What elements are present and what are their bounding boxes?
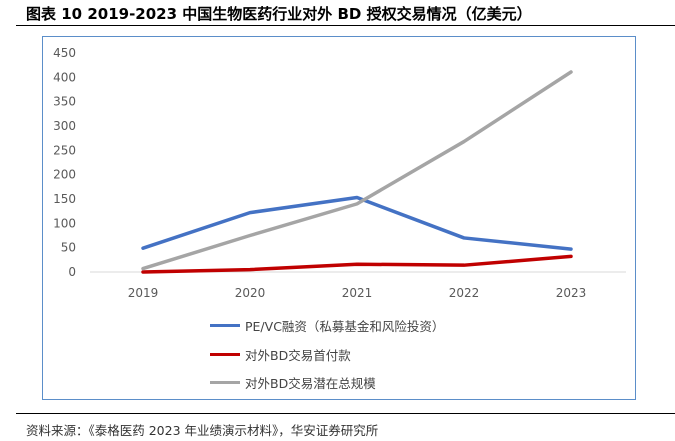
legend-label: PE/VC融资（私募基金和风险投资） xyxy=(245,319,445,334)
x-tick-label: 2020 xyxy=(235,286,266,300)
x-tick-label: 2023 xyxy=(556,286,587,300)
legend-swatch xyxy=(210,381,240,384)
x-tick-label: 2021 xyxy=(342,286,373,300)
y-tick-label: 0 xyxy=(68,265,76,279)
y-tick-label: 300 xyxy=(53,119,76,133)
y-tick-label: 350 xyxy=(53,95,76,109)
legend-label: 对外BD交易首付款 xyxy=(245,348,351,363)
y-tick-label: 400 xyxy=(53,70,76,84)
legend-label: 对外BD交易潜在总规模 xyxy=(245,376,376,391)
title-rule xyxy=(16,25,675,26)
series-line-1 xyxy=(141,254,573,274)
figure-title: 图表 10 2019-2023 中国生物医药行业对外 BD 授权交易情况（亿美元… xyxy=(26,5,532,23)
y-tick-label: 450 xyxy=(53,46,76,60)
source-note: 资料来源：《泰格医药 2023 年业绩演示材料》，华安证券研究所 xyxy=(26,423,379,438)
legend-swatch xyxy=(210,353,240,356)
y-tick-label: 200 xyxy=(53,168,76,182)
x-tick-label: 2022 xyxy=(449,286,480,300)
series-line-0 xyxy=(141,195,573,251)
y-tick-label: 50 xyxy=(61,241,76,255)
y-tick-label: 250 xyxy=(53,143,76,157)
source-rule xyxy=(16,413,675,414)
chart-frame xyxy=(42,36,636,400)
y-tick-label: 100 xyxy=(53,216,76,230)
y-tick-label: 150 xyxy=(53,192,76,206)
x-tick-label: 2019 xyxy=(128,286,159,300)
legend-item-pevc: PE/VC融资（私募基金和风险投资） xyxy=(210,316,444,335)
series-line-2 xyxy=(141,70,573,271)
legend-item-total: 对外BD交易潜在总规模 xyxy=(210,373,376,392)
legend-item-upfront: 对外BD交易首付款 xyxy=(210,345,351,364)
legend-swatch xyxy=(210,324,240,327)
